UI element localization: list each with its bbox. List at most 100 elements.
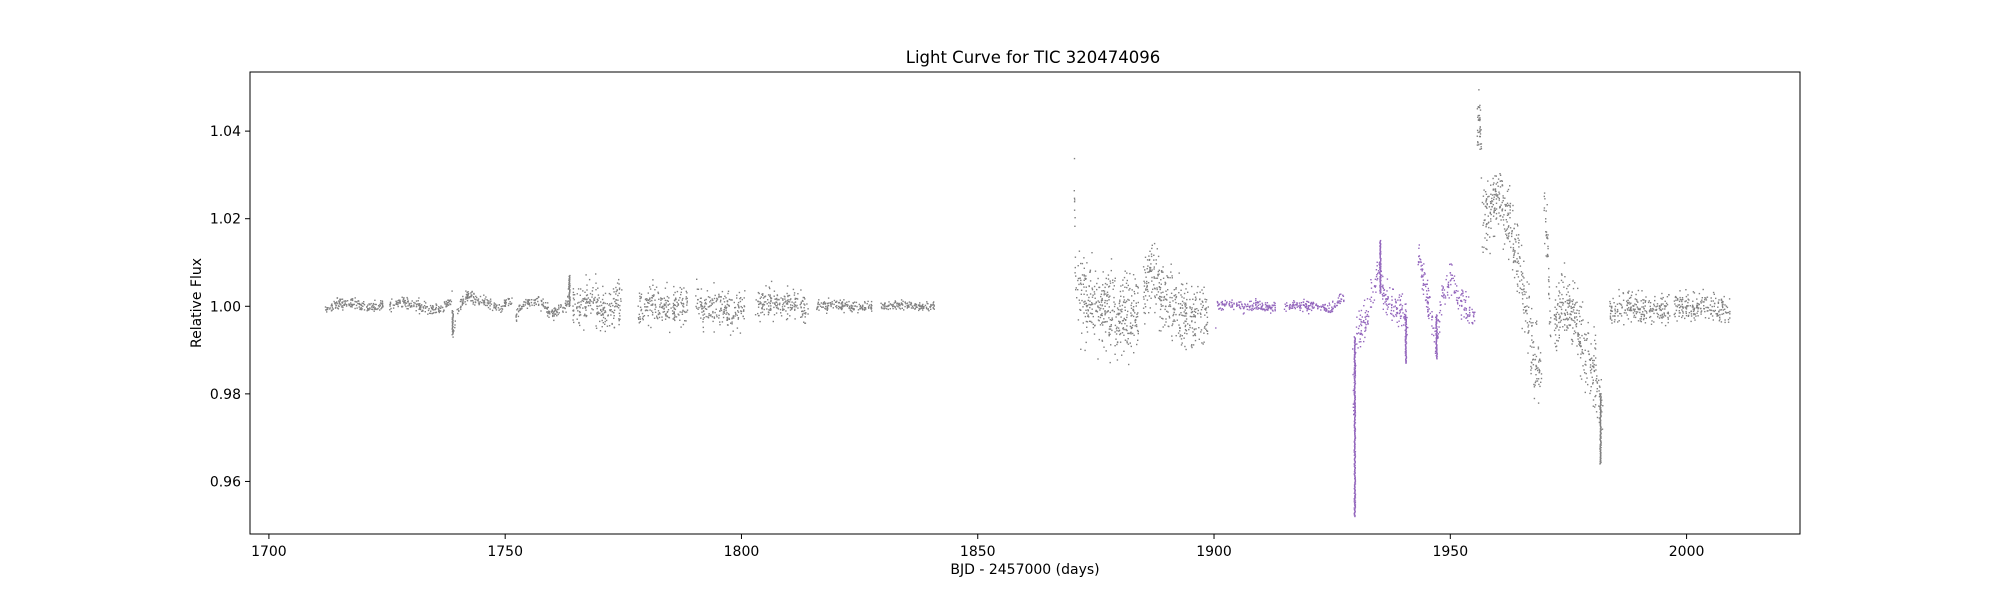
data-point [724,305,727,307]
data-point [652,284,654,286]
data-point [1079,308,1081,311]
flux-spike [1353,336,1357,518]
data-point [1357,327,1360,330]
data-point [338,300,340,302]
data-point [652,311,654,314]
data-point [355,304,358,307]
data-point [557,308,559,311]
data-point [1354,347,1356,349]
data-point [1133,352,1135,354]
data-point [922,306,925,308]
data-point [336,302,338,305]
data-point [1427,287,1429,290]
data-point [786,302,789,304]
data-point [897,306,899,308]
data-point [1628,301,1630,304]
data-point [1336,301,1339,303]
data-point [451,328,453,330]
data-point [1400,315,1403,317]
data-point [1609,317,1612,319]
data-point [1610,309,1612,312]
data-point [1126,316,1128,319]
data-point [1396,321,1398,323]
data-point [396,302,399,304]
data-point [1544,242,1546,245]
data-point [1146,259,1149,261]
data-point [1367,323,1369,325]
data-point [1447,285,1449,287]
data-point [1253,302,1255,304]
data-point [342,309,344,311]
data-point [1435,320,1438,322]
data-point [1353,463,1355,465]
data-point [1102,271,1104,273]
data-point [324,306,327,308]
data-point [1405,340,1407,343]
data-point [1682,312,1684,314]
data-point [1715,297,1717,300]
data-point [1169,296,1171,299]
data-point [1564,314,1566,316]
data-point [807,313,809,315]
data-point [330,310,333,312]
data-point [1599,393,1601,395]
data-point [1611,319,1613,321]
data-point [645,299,648,302]
data-point [696,302,699,305]
data-point [818,303,821,306]
data-point [1110,319,1113,321]
data-point [1709,309,1711,311]
data-point [1645,310,1648,313]
data-point [1222,308,1224,311]
data-point [1073,157,1076,160]
data-point [1485,199,1487,202]
data-point [1317,308,1319,310]
data-point [1103,346,1105,348]
data-point [1207,306,1209,308]
data-point [1246,308,1248,311]
data-point [914,307,917,310]
data-point [1379,273,1381,275]
data-point [695,295,697,297]
data-point [760,312,762,314]
data-point [1354,348,1356,350]
data-point [1264,302,1267,304]
data-point [826,312,828,314]
data-point [1153,266,1155,268]
data-point [1104,299,1106,302]
data-point [831,301,833,303]
data-point [1331,311,1333,313]
data-point [1194,316,1196,318]
data-point [1291,307,1293,309]
data-point [1596,381,1598,383]
data-point [1600,456,1602,458]
data-point [1074,272,1076,274]
data-point [1127,343,1130,345]
data-point [1375,285,1377,287]
data-point [1354,343,1356,345]
data-point [1310,301,1313,304]
data-point [1553,318,1556,320]
data-point [1436,354,1438,356]
data-point [1633,310,1636,312]
data-point [1572,309,1575,311]
data-point [1218,303,1220,306]
data-point [784,305,786,307]
data-point [1230,301,1232,304]
data-point [1480,148,1483,150]
data-point [1151,269,1153,271]
data-point [662,305,664,307]
data-point [836,300,838,302]
data-point [360,308,362,311]
data-point [852,302,855,305]
data-point [438,309,440,311]
data-point [1436,326,1438,328]
data-point [1487,215,1489,217]
data-point [1354,404,1356,406]
data-point [1569,298,1571,300]
data-point [1353,368,1356,371]
data-point [1190,311,1193,314]
data-point [1663,305,1666,307]
data-point [1659,306,1662,308]
data-point [1435,337,1437,340]
